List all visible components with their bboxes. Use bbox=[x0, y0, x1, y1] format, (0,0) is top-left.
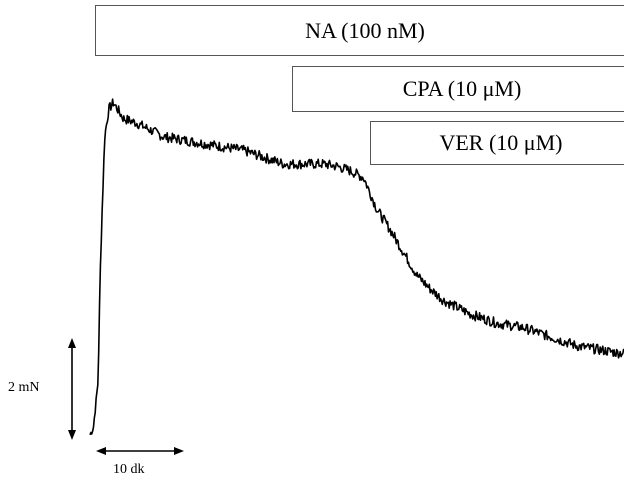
treatment-bar-ver: VER (10 μM) bbox=[370, 121, 624, 165]
treatment-bar-na: NA (100 nM) bbox=[95, 5, 624, 56]
force-scale-arrow-down bbox=[68, 430, 76, 440]
tension-trace bbox=[89, 98, 624, 436]
force-scale-arrow-up bbox=[68, 338, 76, 348]
trace-layer bbox=[89, 98, 624, 436]
time-scale-arrow-left bbox=[96, 447, 106, 455]
time-scale-arrow-right bbox=[174, 447, 184, 455]
treatment-bar-cpa: CPA (10 μM) bbox=[292, 66, 624, 112]
scale-bars bbox=[68, 338, 184, 455]
force-scale-label: 2 mN bbox=[8, 380, 40, 395]
treatment-label-ver: VER (10 μM) bbox=[439, 130, 563, 155]
treatment-label-cpa: CPA (10 μM) bbox=[402, 76, 522, 101]
treatment-label-na: NA (100 nM) bbox=[305, 17, 425, 43]
time-scale-label: 10 dk bbox=[113, 462, 145, 477]
